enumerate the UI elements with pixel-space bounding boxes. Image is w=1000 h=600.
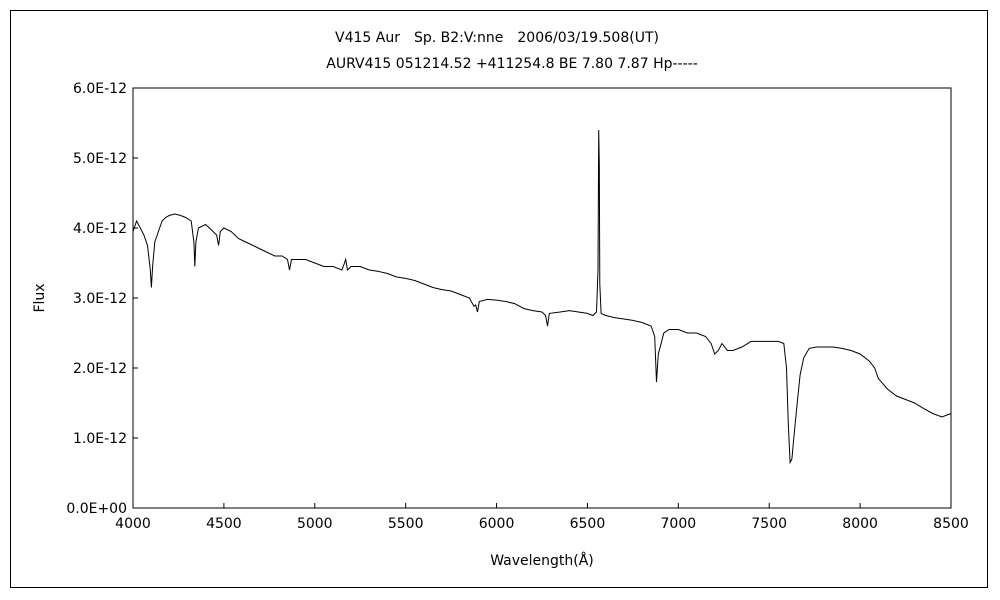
y-tick-label: 5.0E-12 [73, 151, 127, 167]
x-tick-label: 6000 [479, 516, 515, 532]
y-axis-ticks: 0.0E+00 1.0E-12 2.0E-12 3.0E-12 4.0E-12 5.0E-… [66, 81, 138, 517]
y-axis-label: Flux [32, 283, 48, 312]
spectrum-series-line [132, 129, 952, 465]
chart-frame [10, 10, 988, 588]
y-tick-label: 2.0E-12 [73, 361, 127, 377]
x-tick-label: 7000 [661, 516, 697, 532]
x-tick-label: 4500 [206, 516, 242, 532]
y-tick-label: 4.0E-12 [73, 221, 127, 237]
y-tick-label: 6.0E-12 [73, 81, 127, 97]
x-tick-label: 8500 [933, 516, 969, 532]
y-tick-label: 1.0E-12 [73, 431, 127, 447]
x-tick-label: 5500 [388, 516, 424, 532]
x-tick-label: 4000 [115, 516, 151, 532]
x-tick-label: 7500 [751, 516, 787, 532]
x-axis-ticks: 4000 4500 5000 5500 6000 6500 7000 7500 8000 8500 [115, 503, 969, 532]
chart-title-line-1: V415 Aur Sp. B2:V:nne 2006/03/19.508(UT) [335, 30, 659, 46]
y-tick-label: 3.0E-12 [73, 291, 127, 307]
x-tick-label: 5000 [297, 516, 333, 532]
x-tick-label: 6500 [570, 516, 606, 532]
chart-title-line-2: AURV415 051214.52 +411254.8 BE 7.80 7.87… [326, 56, 698, 72]
y-tick-label: 0.0E+00 [66, 501, 127, 517]
x-axis-label: Wavelength(Å) [490, 552, 594, 569]
x-tick-label: 8000 [842, 516, 878, 532]
plot-area [132, 87, 952, 509]
